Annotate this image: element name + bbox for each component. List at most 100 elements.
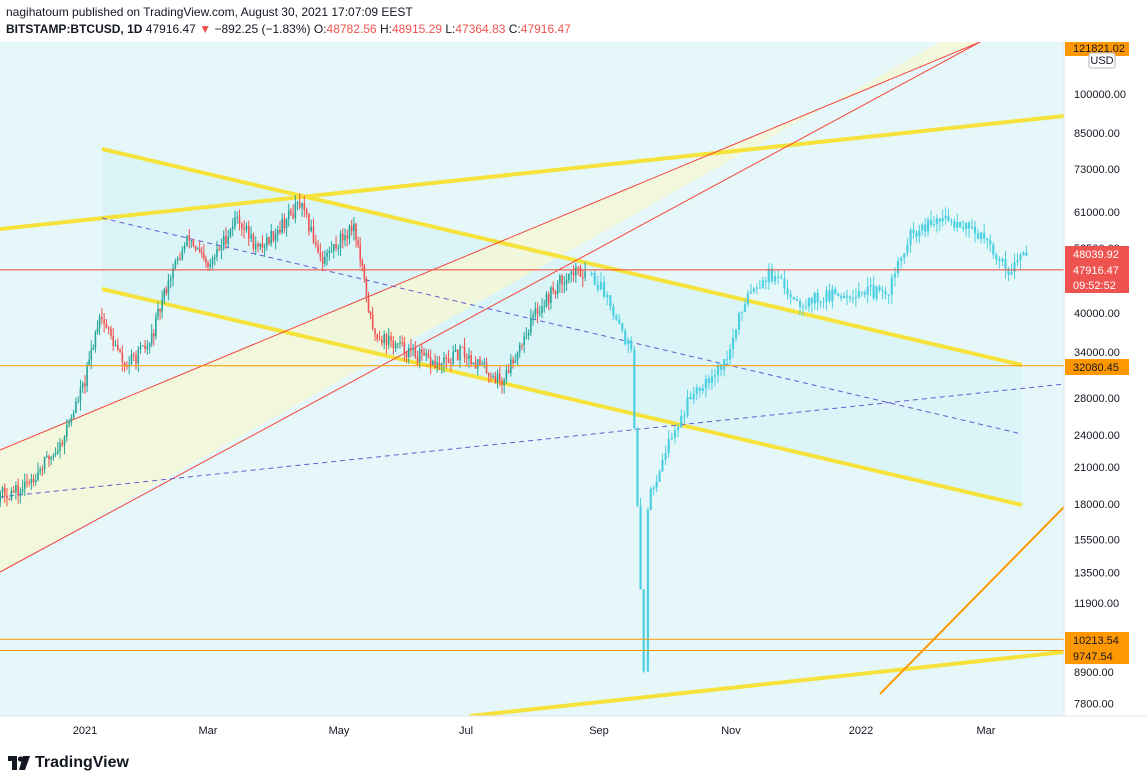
history-candle — [579, 266, 582, 277]
red-channel-lower — [0, 42, 981, 573]
history-candle — [146, 346, 149, 350]
history-candle — [425, 353, 428, 356]
projection-candle — [698, 387, 701, 391]
projection-candle — [918, 230, 921, 237]
price-axis[interactable]: 100000.0085000.0073000.0061000.0052500.0… — [1074, 89, 1126, 711]
history-candle — [43, 456, 46, 470]
projection-candle — [749, 291, 753, 294]
history-candle — [209, 264, 212, 268]
projection-candle — [764, 280, 767, 283]
history-candle — [137, 349, 140, 364]
currency-label[interactable]: USD — [1088, 52, 1116, 69]
projection-candle — [780, 277, 783, 279]
history-candle — [416, 357, 419, 363]
price-tick-label: 21000.00 — [1074, 462, 1120, 474]
projection-candle — [941, 218, 944, 222]
history-candle — [186, 235, 188, 246]
symbol-line: BITSTAMP:BTCUSD, 1D 47916.47 ▼ −892.25 (… — [6, 21, 571, 38]
projection-candle — [938, 218, 941, 222]
projection-candle — [789, 294, 792, 298]
history-candle — [72, 413, 75, 418]
history-candle — [179, 258, 181, 260]
history-candle — [534, 308, 537, 316]
history-candle — [317, 244, 319, 253]
history-candle — [152, 333, 155, 337]
history-candle — [6, 495, 8, 499]
history-candle — [8, 498, 11, 500]
history-candle — [376, 334, 379, 340]
history-candle — [407, 347, 410, 358]
projection-candle — [795, 299, 799, 301]
history-candle — [276, 229, 279, 235]
projection-candle — [959, 222, 962, 228]
time-tick-label: Sep — [589, 725, 609, 737]
time-axis[interactable]: 2021 Mar May Jul Sep Nov 2022 Mar — [73, 725, 996, 737]
history-candle — [281, 218, 283, 233]
history-candle — [584, 271, 586, 278]
time-tick-label: May — [329, 725, 350, 737]
history-candle — [12, 490, 15, 493]
history-candle — [86, 365, 88, 387]
history-candle — [181, 249, 184, 260]
history-candle — [161, 299, 163, 312]
history-candle — [501, 381, 503, 385]
history-candle — [452, 351, 454, 364]
projection-candle — [630, 340, 633, 350]
history-candle — [485, 362, 488, 374]
history-candle — [216, 249, 218, 258]
history-candle — [463, 346, 466, 358]
history-candle — [445, 357, 448, 359]
price-chart[interactable]: 100000.0085000.0073000.0061000.0052500.0… — [0, 42, 1147, 742]
history-candle — [454, 349, 457, 352]
dashed-trendline — [0, 383, 1064, 498]
projection-candle — [596, 284, 599, 290]
projection-candle — [887, 294, 890, 296]
history-candle — [250, 234, 252, 239]
history-candle — [81, 383, 84, 389]
projection-candle — [831, 288, 834, 302]
projection-candle — [692, 393, 695, 400]
history-candle — [41, 469, 44, 471]
history-candle — [312, 226, 315, 243]
history-candle — [328, 250, 331, 253]
history-candle — [456, 349, 459, 361]
projection-candle — [837, 293, 840, 297]
projection-candle — [854, 297, 857, 299]
history-candle — [418, 349, 421, 363]
history-candle — [421, 349, 423, 353]
history-candle — [229, 229, 232, 237]
history-candle — [39, 469, 41, 472]
history-candle — [450, 362, 452, 364]
history-candle — [432, 360, 434, 366]
history-candle — [326, 252, 328, 257]
history-candle — [521, 345, 523, 347]
projection-candle — [926, 219, 930, 232]
history-candle — [172, 268, 174, 279]
price-tag-label: 10213.54 — [1073, 635, 1119, 647]
price-tag-label: 09:52:52 — [1073, 280, 1116, 292]
projection-candle — [980, 232, 983, 239]
history-candle — [116, 344, 119, 350]
history-candle — [365, 278, 368, 299]
history-candle — [194, 245, 197, 250]
projection-candle — [710, 376, 714, 384]
history-candle — [294, 203, 297, 218]
history-candle — [169, 278, 172, 281]
history-candle — [236, 216, 238, 218]
history-candle — [385, 334, 388, 345]
plot-area[interactable] — [0, 42, 1064, 716]
history-candle — [324, 256, 326, 264]
history-candle — [472, 362, 475, 364]
projection-candle — [840, 296, 843, 299]
history-candle — [481, 363, 483, 365]
price-tag-label: 121821.02 — [1073, 43, 1125, 55]
history-candle — [144, 345, 146, 350]
history-candle — [483, 362, 486, 364]
history-candle — [387, 335, 390, 345]
history-candle — [554, 290, 557, 295]
projection-candle — [825, 290, 828, 302]
history-candle — [470, 355, 472, 364]
history-candle — [423, 352, 425, 356]
price-tick-label: 11900.00 — [1074, 598, 1119, 610]
history-candle — [510, 359, 512, 374]
